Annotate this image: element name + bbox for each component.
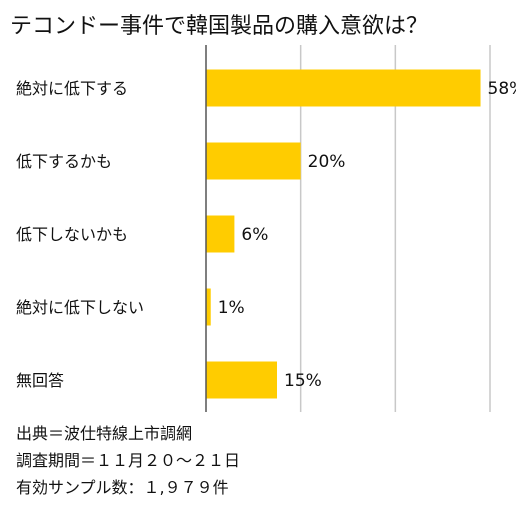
category-label: 低下するかも [16, 152, 112, 171]
chart-title: テコンドー事件で韓国製品の購入意欲は？ [10, 14, 429, 39]
bar [206, 215, 235, 253]
category-label: 低下しないかも [16, 225, 128, 244]
data-label: 6% [241, 225, 268, 245]
sample-size-line: 有効サンプル数：１,９７９件 [16, 478, 229, 497]
survey-period-line: 調査期間＝１１月２０～２１日 [16, 451, 241, 470]
bar [206, 142, 301, 180]
source-line: 出典＝波仕特線上市調網 [16, 424, 193, 443]
bar [206, 288, 211, 326]
data-label: 1% [218, 298, 245, 318]
bar [206, 361, 277, 399]
bar-chart: 絶対に低下する 58% 低下するかも 20% 低下しないかも 6% 絶対に低下しない 1% 無回… [16, 45, 516, 412]
data-label: 20% [308, 152, 346, 172]
category-label: 無回答 [16, 371, 64, 390]
category-label: 絶対に低下しない [16, 298, 144, 317]
data-label: 15% [284, 371, 322, 391]
source-notes: 出典＝波仕特線上市調網 調査期間＝１１月２０～２１日 有効サンプル数：１,９７９… [16, 420, 240, 501]
category-label: 絶対に低下する [16, 79, 128, 98]
bar [206, 69, 481, 107]
data-label: 58% [488, 79, 516, 99]
